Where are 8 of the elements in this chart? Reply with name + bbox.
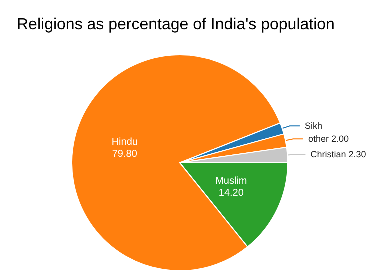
slice-label: Sikh [304, 121, 322, 132]
data-label: 14.20 [218, 188, 244, 200]
slice-label: Muslim [216, 176, 248, 188]
chart-title: Religions as percentage of India's population [17, 16, 335, 34]
slice-label: Hindu [112, 136, 138, 148]
data-label: 79.80 [112, 148, 138, 160]
slice-label: Christian 2.30 [310, 150, 366, 160]
slice-label: other 2.00 [308, 134, 350, 144]
